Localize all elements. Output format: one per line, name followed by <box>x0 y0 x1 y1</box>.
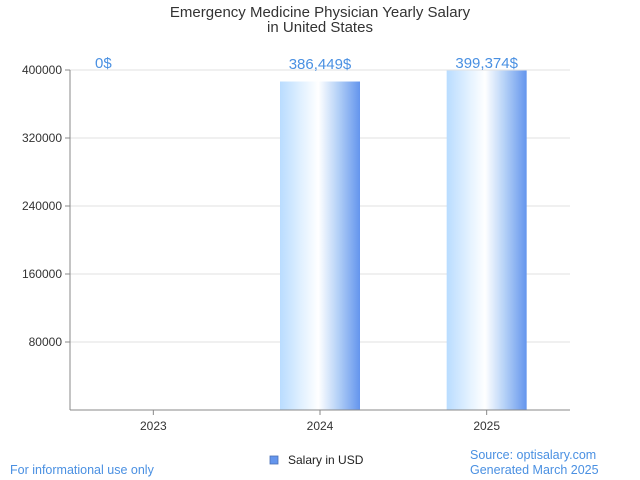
footer-note: For informational use only <box>10 463 155 477</box>
y-tick-label: 400000 <box>22 63 62 77</box>
y-tick-label: 240000 <box>22 199 62 213</box>
y-tick-label: 320000 <box>22 131 62 145</box>
footer-source: Source: optisalary.com <box>470 448 596 462</box>
y-tick-label: 80000 <box>29 335 63 349</box>
bar-2025[interactable] <box>446 70 527 410</box>
footer-generated: Generated March 2025 <box>470 463 599 477</box>
x-tick-label: 2023 <box>140 419 167 433</box>
data-label-2024: 386,449$ <box>289 56 352 73</box>
legend-label: Salary in USD <box>288 453 364 467</box>
x-tick-label: 2024 <box>307 419 334 433</box>
y-axis-ticks: 80000 160000 240000 320000 400000 <box>22 63 70 349</box>
chart-title-line-2: in United States <box>267 19 373 36</box>
bars <box>280 70 527 411</box>
data-label-2025: 399,374$ <box>455 55 518 72</box>
legend-swatch <box>269 455 279 465</box>
y-tick-label: 160000 <box>22 267 62 281</box>
data-labels: 0$ 386,449$ 399,374$ <box>95 55 519 73</box>
x-tick-label: 2025 <box>473 419 500 433</box>
data-label-2023: 0$ <box>95 55 112 72</box>
bar-2024[interactable] <box>280 81 360 411</box>
chart-title-line-1: Emergency Medicine Physician Yearly Sala… <box>170 4 471 21</box>
legend[interactable]: Salary in USD <box>269 453 364 467</box>
x-axis-ticks: 2023 2024 2025 <box>140 410 500 433</box>
